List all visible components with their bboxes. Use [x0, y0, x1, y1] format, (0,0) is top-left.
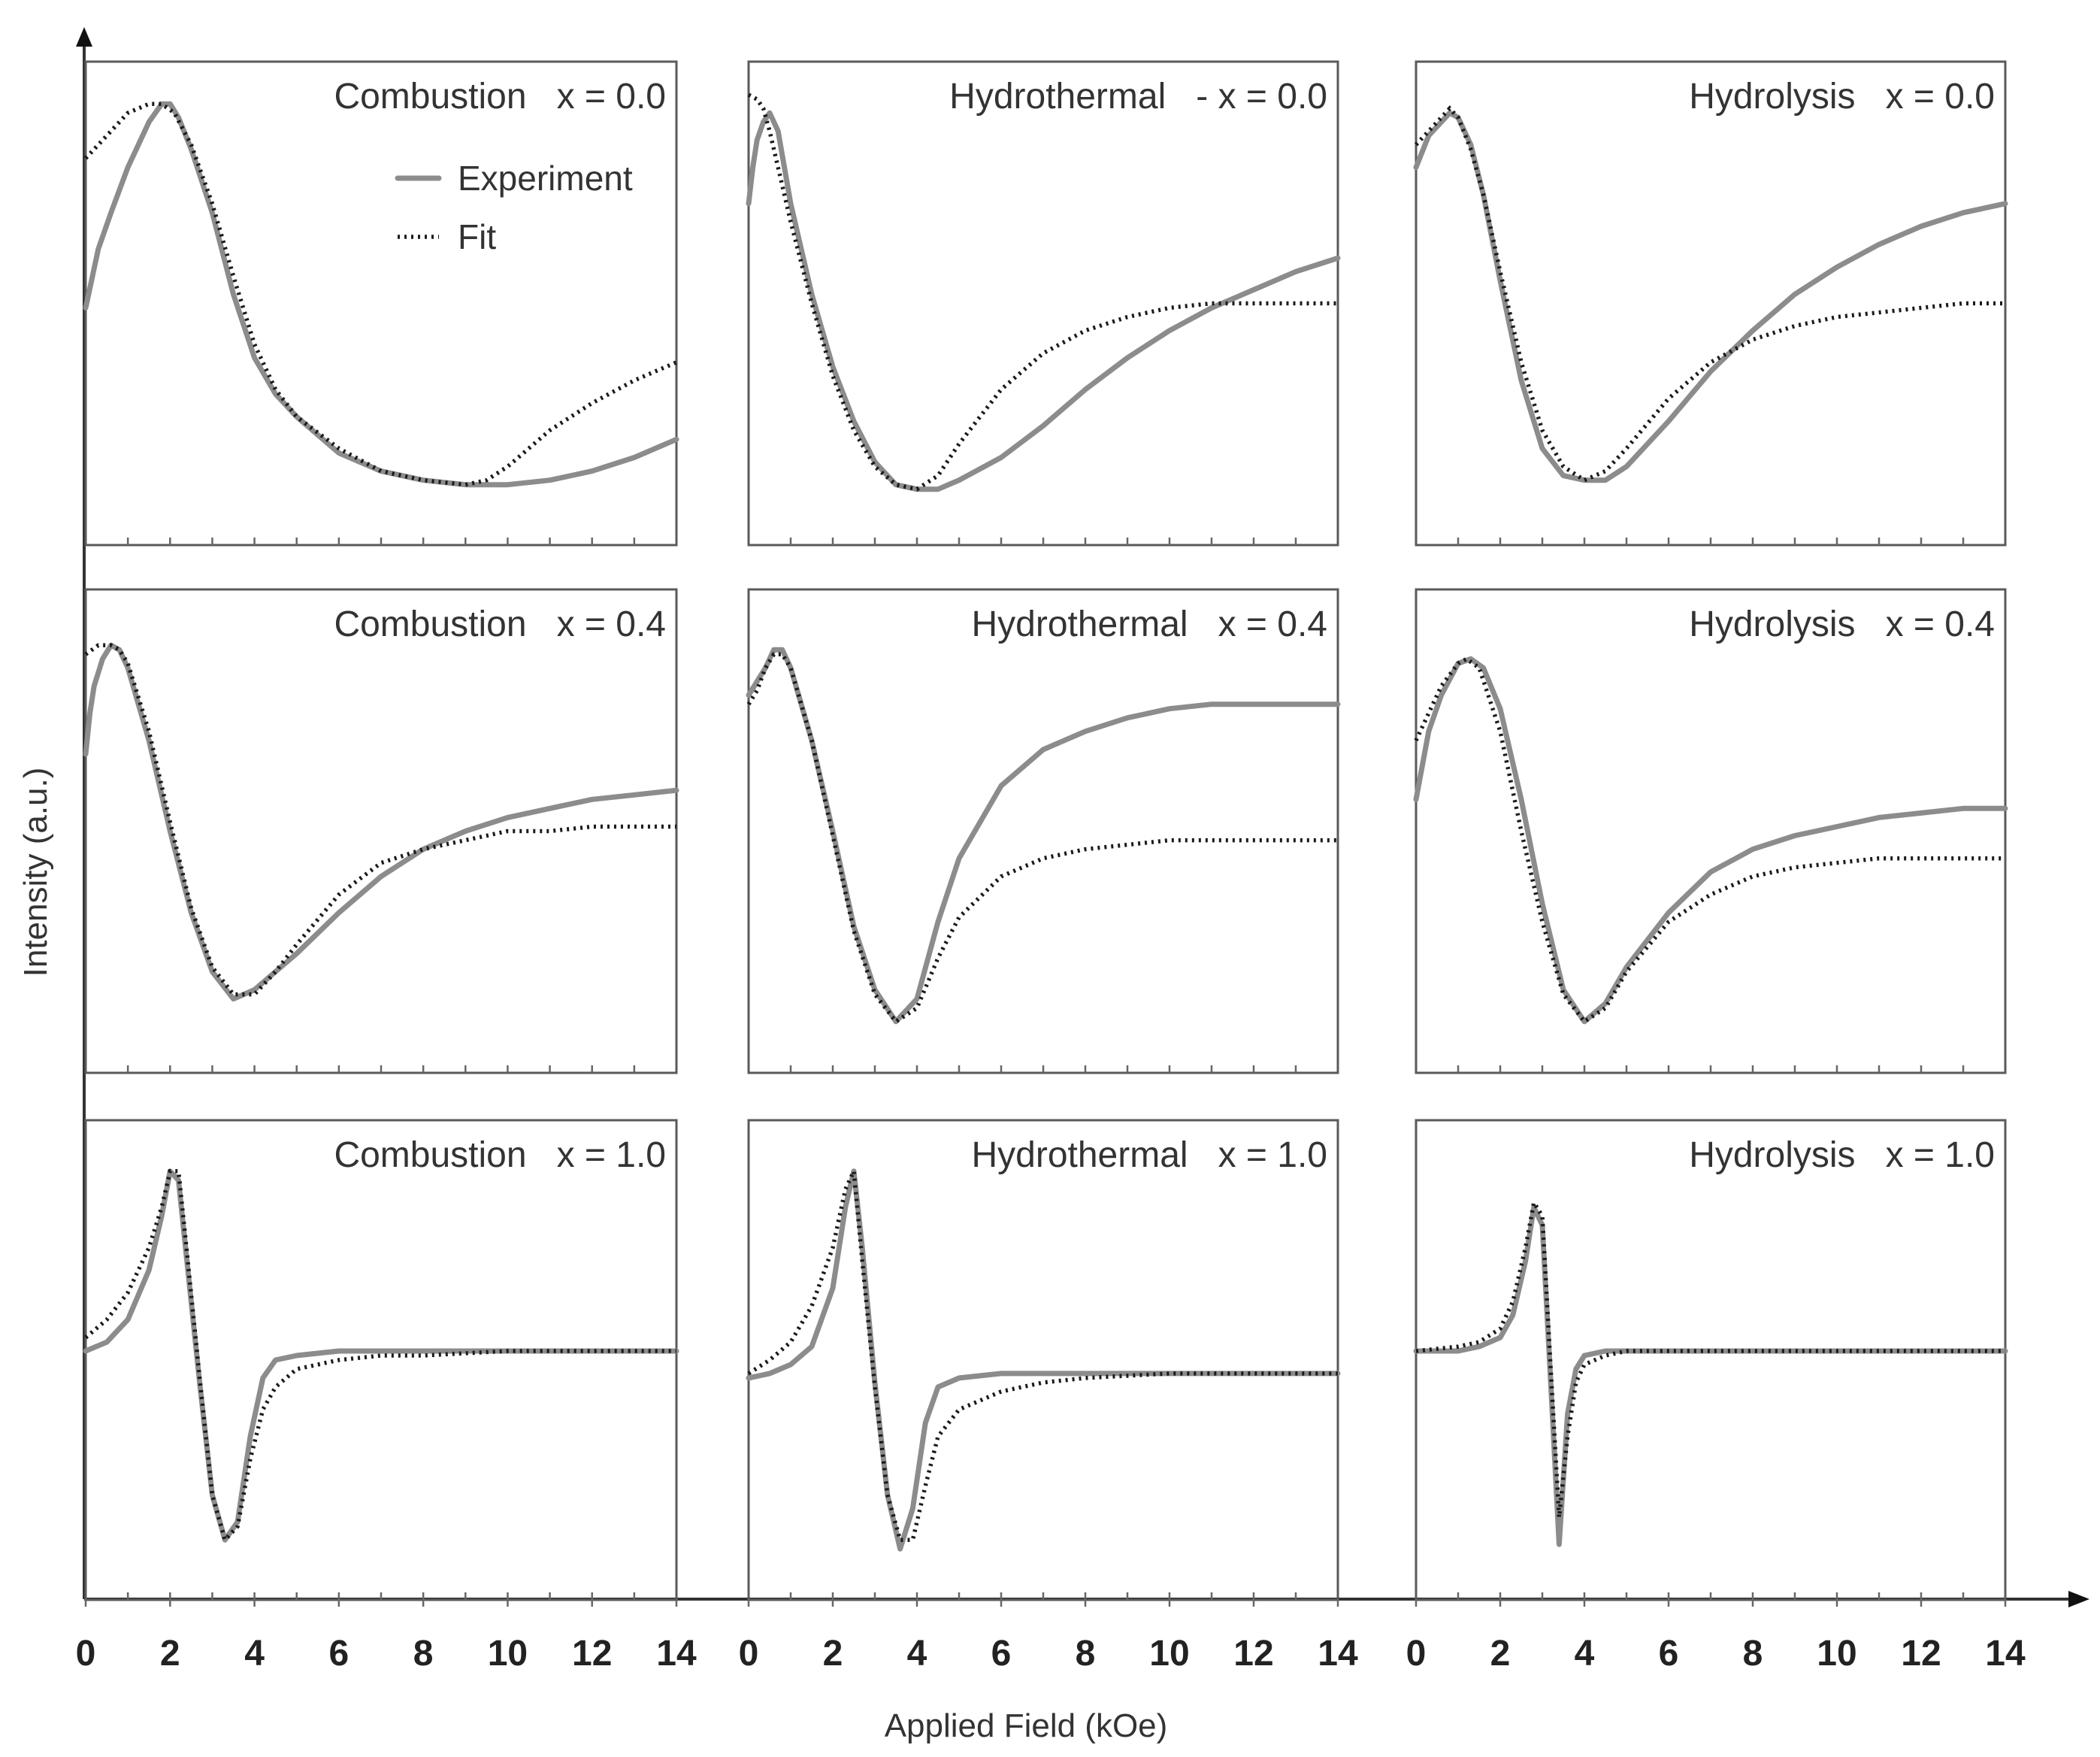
- experiment-line: [1413, 656, 2008, 1025]
- x-tick-label: 2: [160, 1634, 180, 1674]
- x-tick-label: 0: [739, 1634, 759, 1674]
- fit-line: [746, 652, 1338, 1025]
- fit-line: [84, 643, 676, 997]
- experiment-line: [746, 1168, 1341, 1552]
- panel-method: Hydrolysis: [1689, 1135, 1855, 1175]
- panel-frame: [1415, 588, 2007, 1074]
- panel-method: Combustion: [334, 77, 526, 117]
- x-tick-label: 10: [1149, 1634, 1189, 1674]
- x-tick-label: 12: [1901, 1634, 1941, 1674]
- panel-combustion-0: Combustion x = 0.0 Experiment Fit: [83, 60, 679, 547]
- legend-fit-label: Fit: [458, 217, 496, 256]
- panel-frame: [84, 1119, 678, 1601]
- panel-hydrothermal-1: Hydrothermal x = 0.4: [746, 588, 1341, 1074]
- panel-composition: x = 0.0: [557, 77, 666, 117]
- fit-line: [84, 1169, 676, 1544]
- experiment-line: [83, 642, 679, 1002]
- panel-hydrothermal-0: Hydrothermal - x = 0.0: [746, 60, 1341, 547]
- panel-hydrothermal-2: Hydrothermal x = 1.0: [746, 1119, 1341, 1601]
- panel-composition: - x = 0.0: [1196, 77, 1327, 117]
- panel-title: Hydrolysis x = 0.4: [1689, 604, 1995, 644]
- fit-line: [747, 92, 1338, 492]
- x-tick-label: 6: [1659, 1634, 1679, 1674]
- panel-title: Combustion x = 1.0: [334, 1135, 666, 1175]
- panel-title: Hydrothermal - x = 0.0: [949, 77, 1327, 117]
- panel-hydrolysis-2: Hydrolysis x = 1.0: [1413, 1119, 2008, 1601]
- panel-frame: [747, 60, 1339, 547]
- panel-title: Hydrothermal x = 0.4: [971, 604, 1327, 644]
- panels-grid: Combustion x = 0.0 Experiment Fit Hydrotherm…: [76, 60, 2026, 1674]
- y-axis-arrow: [76, 27, 92, 47]
- panel-title: Combustion x = 0.0: [334, 77, 666, 117]
- panel-composition: x = 1.0: [1886, 1135, 1995, 1175]
- panel-method: Hydrothermal: [971, 604, 1188, 644]
- x-tick-label: 10: [488, 1634, 528, 1674]
- x-tick-label: 6: [329, 1634, 349, 1674]
- panel-composition: x = 0.0: [1886, 77, 1995, 117]
- x-tick-label: 0: [1406, 1634, 1427, 1674]
- x-tick-label: 8: [1076, 1634, 1096, 1674]
- x-axis-title: Applied Field (kOe): [885, 1707, 1168, 1744]
- panel-method: Hydrolysis: [1689, 604, 1855, 644]
- legend-experiment-label: Experiment: [458, 159, 633, 198]
- panel-title: Hydrolysis x = 1.0: [1689, 1135, 1995, 1175]
- panel-composition: x = 0.4: [557, 604, 666, 644]
- x-tick-label: 12: [1233, 1634, 1273, 1674]
- panel-method: Hydrothermal: [949, 77, 1166, 117]
- fit-line: [1414, 105, 2005, 483]
- experiment-line: [83, 101, 679, 488]
- experiment-line: [746, 647, 1341, 1025]
- experiment-line: [1413, 1204, 2008, 1547]
- experiment-line: [83, 1168, 679, 1543]
- panel-hydrolysis-0: Hydrolysis x = 0.0: [1413, 60, 2008, 547]
- panel-title: Hydrolysis x = 0.0: [1689, 77, 1995, 117]
- panel-combustion-1: Combustion x = 0.4: [83, 588, 679, 1074]
- panel-method: Combustion: [334, 1135, 526, 1175]
- panel-composition: x = 0.4: [1886, 604, 1995, 644]
- x-tick-label: 14: [656, 1634, 697, 1674]
- panel-frame: [1415, 1119, 2007, 1601]
- legend: Experiment Fit: [395, 159, 633, 256]
- panel-combustion-2: Combustion x = 1.0: [83, 1119, 679, 1601]
- x-tick-label: 12: [572, 1634, 612, 1674]
- fit-line: [1414, 656, 2005, 1025]
- panel-hydrolysis-1: Hydrolysis x = 0.4: [1413, 588, 2008, 1074]
- x-tick-label: 8: [1743, 1634, 1763, 1674]
- panel-method: Combustion: [334, 604, 526, 644]
- panel-title: Hydrothermal x = 1.0: [971, 1135, 1327, 1175]
- x-tick-label: 2: [823, 1634, 843, 1674]
- panel-method: Hydrothermal: [971, 1135, 1188, 1175]
- experiment-line: [746, 110, 1341, 492]
- panel-frame: [747, 588, 1339, 1074]
- panel-composition: x = 1.0: [557, 1135, 666, 1175]
- fit-line: [1415, 1197, 2005, 1518]
- x-tick-label: 6: [991, 1634, 1012, 1674]
- y-axis-title: Intensity (a.u.): [17, 768, 54, 977]
- x-tick-label: 2: [1490, 1634, 1511, 1674]
- x-axis-arrow: [2068, 1591, 2089, 1607]
- x-tick-label: 4: [907, 1634, 927, 1674]
- panel-method: Hydrolysis: [1689, 77, 1855, 117]
- x-tick-label: 14: [1985, 1634, 2026, 1674]
- x-tick-label: 14: [1318, 1634, 1358, 1674]
- x-tick-label: 0: [76, 1634, 96, 1674]
- x-tick-label: 8: [413, 1634, 434, 1674]
- fit-line: [747, 1163, 1338, 1542]
- panel-composition: x = 1.0: [1218, 1135, 1327, 1175]
- x-tick-label: 10: [1817, 1634, 1856, 1674]
- x-tick-label: 4: [244, 1634, 265, 1674]
- panel-frame: [84, 588, 678, 1074]
- panel-title: Combustion x = 0.4: [334, 604, 666, 644]
- fit-line: [83, 101, 678, 487]
- x-tick-label: 4: [1575, 1634, 1595, 1674]
- experiment-line: [1413, 110, 2008, 483]
- panel-composition: x = 0.4: [1218, 604, 1327, 644]
- panel-frame: [747, 1119, 1339, 1601]
